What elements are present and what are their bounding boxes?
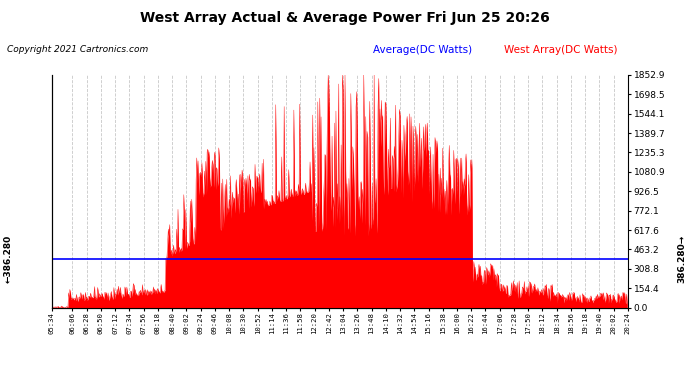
Text: 386.280→: 386.280→ xyxy=(677,235,687,283)
Text: West Array(DC Watts): West Array(DC Watts) xyxy=(504,45,617,55)
Text: Copyright 2021 Cartronics.com: Copyright 2021 Cartronics.com xyxy=(7,45,148,54)
Text: West Array Actual & Average Power Fri Jun 25 20:26: West Array Actual & Average Power Fri Ju… xyxy=(140,11,550,25)
Text: ←386.280: ←386.280 xyxy=(3,235,13,283)
Text: Average(DC Watts): Average(DC Watts) xyxy=(373,45,472,55)
